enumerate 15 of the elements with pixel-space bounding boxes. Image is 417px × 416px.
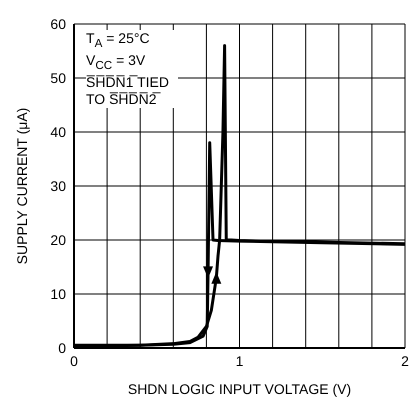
y-tick-label: 20: [50, 232, 66, 248]
annotation: T$_{A}$ = 25°C: [86, 30, 151, 52]
x-tick-label: 0: [70, 352, 78, 369]
y-tick-label: 10: [50, 286, 66, 302]
y-tick-label: 40: [50, 124, 66, 140]
x-tick-label: 2: [401, 352, 410, 369]
y-tick-label: 60: [50, 16, 66, 32]
y-tick-label: 0: [58, 340, 66, 356]
y-axis-title: SUPPLY CURRENT (μA): [14, 108, 30, 264]
x-axis-title: SHDN LOGIC INPUT VOLTAGE (V): [128, 381, 352, 397]
annotation: V$_{CC}$ = 3V: [86, 52, 146, 74]
y-tick-label: 30: [50, 178, 66, 194]
x-tick-label: 1: [236, 352, 244, 369]
annotation: S̅H̅D̅N̅1̅ TIED TO S̅H̅D̅N̅2̅: [86, 74, 170, 108]
y-tick-label: 50: [50, 70, 66, 86]
